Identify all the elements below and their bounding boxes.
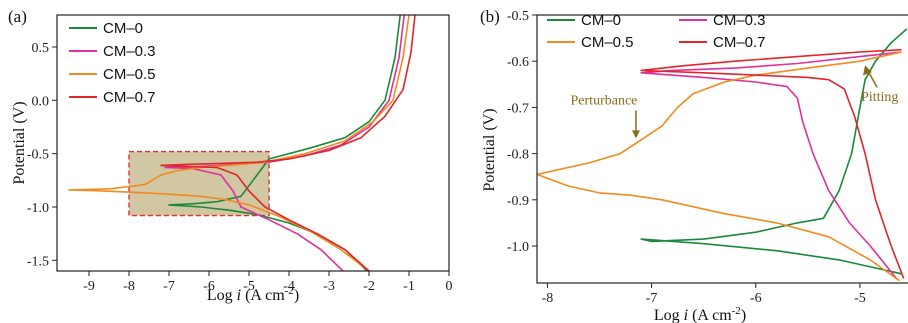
panel-a-ytick-label: -0.5	[27, 148, 49, 163]
panel-a-xtick-label: -9	[83, 279, 95, 294]
panel-b-xtick-label: -6	[750, 291, 762, 306]
panel-a-series-cm-0-3	[165, 15, 404, 271]
panel-a-ytick-label: -1.5	[27, 254, 49, 269]
panel-b-xtick-label: -7	[646, 291, 658, 306]
panel-a-xtick-label: 0	[446, 279, 453, 294]
panel-b-legend: CM–0 CM–0.3 CM–0.5 CM–0.7	[547, 12, 766, 51]
panel-b-ytick-label: -1.0	[507, 240, 529, 255]
panel-b-ytick-label: -0.7	[507, 101, 529, 116]
panel-b-legend-label-cm-0-7: CM–0.7	[713, 34, 766, 51]
panel-a-xtick-label: -2	[363, 279, 375, 294]
panel-b-legend-label-cm-0-3: CM–0.3	[713, 12, 766, 29]
panel-a-xtick-label: -7	[163, 279, 175, 294]
panel-a-legend: CM–0 CM–0.3 CM–0.5 CM–0.7	[69, 20, 156, 106]
panel-b-label: (b)	[480, 7, 500, 26]
panel-a-xtick-label: -8	[123, 279, 135, 294]
panel-a-series-cm-0	[169, 15, 400, 271]
panel-b-legend-label-cm-0-5: CM–0.5	[581, 34, 634, 51]
panel-b-ytick-label: -0.8	[507, 148, 529, 163]
panel-b: (b) -8 -7 -6 -5 -1.0 -0.9 -0.8 -0.7 -0.6 -0.5 Log…	[480, 7, 908, 323]
panel-a-ytick-label: -1.0	[27, 201, 49, 216]
panel-b-ylabel: Potential (V)	[481, 108, 498, 191]
panel-a-ytick-label: 0.5	[32, 41, 50, 56]
panel-a-series-cm-0-7	[161, 15, 415, 271]
panel-a-ylabel: Potential (V)	[11, 101, 28, 184]
panel-a-legend-label-cm-0-5: CM–0.5	[103, 66, 156, 83]
panel-a-legend-label-cm-0-3: CM–0.3	[103, 43, 156, 60]
panel-a: (a) -9 -8 -7 -6 -5 -4 -3 -2 -1 0-1.5-1.0-0.50.00.…	[8, 7, 453, 304]
panel-b-xlabel: Log i (A cm-2)	[654, 305, 746, 323]
panel-b-ytick-label: -0.5	[507, 9, 529, 24]
panel-a-xtick-label: -3	[323, 279, 335, 294]
panel-b-xtick-label: -8	[542, 291, 554, 306]
panel-a-label: (a)	[8, 7, 27, 26]
panel-a-legend-label-cm-0: CM–0	[103, 20, 143, 37]
panel-b-annotation-arrowhead	[632, 130, 640, 138]
panel-b-xtick-label: -5	[854, 291, 866, 306]
panel-b-series-cm-0-3	[641, 52, 901, 278]
panel-a-xlabel: Log i (A cm-2)	[207, 285, 299, 304]
panel-b-legend-label-cm-0: CM–0	[581, 12, 621, 29]
panel-a-ytick-label: 0.0	[32, 94, 50, 109]
panel-b-annotation-perturbance: Perturbance	[571, 93, 638, 108]
panel-b-ytick-label: -0.6	[507, 55, 529, 70]
panel-a-xtick-label: -1	[403, 279, 415, 294]
panel-b-annotation-pitting: Pitting	[861, 90, 898, 105]
panel-b-ytick-label: -0.9	[507, 194, 529, 209]
panel-a-highlight-box	[129, 152, 269, 216]
panel-a-legend-label-cm-0-7: CM–0.7	[103, 89, 156, 106]
